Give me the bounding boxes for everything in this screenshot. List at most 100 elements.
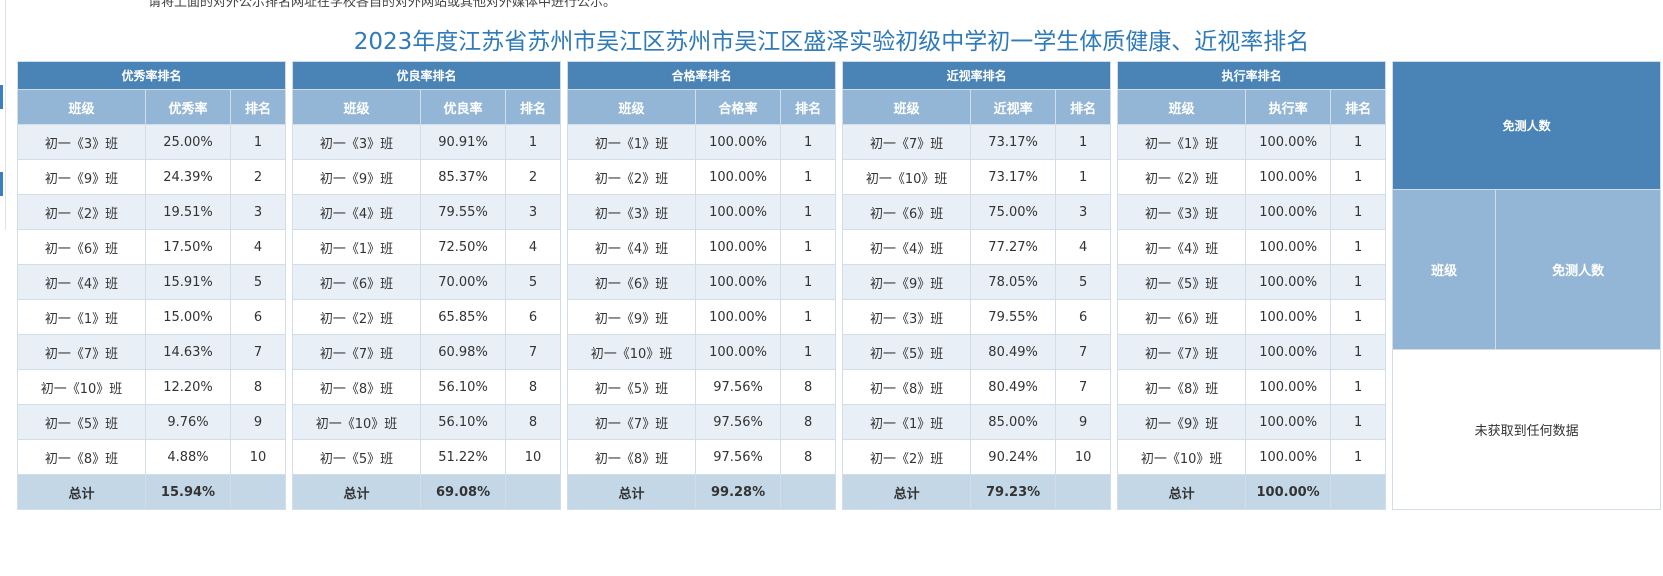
cell: 1 — [1330, 299, 1387, 335]
total-cell: 总计 — [842, 474, 972, 510]
cell: 初一《4》班 — [17, 264, 146, 300]
total-cell: 总计 — [17, 474, 146, 510]
total-cell: 总计 — [567, 474, 697, 510]
data-row: 初一《7》班 60.98% 7 — [292, 334, 562, 370]
cell: 25.00% — [145, 124, 231, 160]
cell: 7 — [229, 334, 287, 370]
title-row: 近视率排名 — [842, 61, 1112, 90]
title-row: 合格率排名 — [567, 61, 837, 90]
cell: 1 — [780, 159, 837, 195]
total-cell: 99.28% — [695, 474, 782, 510]
cell: 初一《3》班 — [842, 299, 972, 335]
cell: 1 — [1330, 439, 1387, 475]
cell: 初一《4》班 — [842, 229, 972, 265]
cell: 初一《4》班 — [1117, 229, 1247, 265]
cell: 1 — [1330, 369, 1387, 405]
cell: 1 — [505, 124, 562, 160]
column-header: 排名 — [1330, 89, 1387, 125]
cell: 79.55% — [420, 194, 507, 230]
cell: 初一《7》班 — [842, 124, 972, 160]
total-cell: 15.94% — [145, 474, 231, 510]
ranking-table: 优秀率排名 班级 优秀率 排名 初一《3》班 25.00% 1 初一《9》班 24.39% 2 初一… — [16, 61, 287, 510]
column-header: 优秀率 — [145, 89, 231, 125]
data-row: 初一《6》班 70.00% 5 — [292, 264, 562, 300]
cell: 初一《10》班 — [567, 334, 697, 370]
cell: 1 — [1330, 404, 1387, 440]
header-row: 班级 合格率 排名 — [567, 89, 837, 125]
cell: 100.00% — [1245, 299, 1332, 335]
cell: 100.00% — [695, 194, 782, 230]
cell: 初一《9》班 — [292, 159, 422, 195]
cell: 2 — [505, 159, 562, 195]
cell: 2 — [229, 159, 287, 195]
cell: 初一《9》班 — [17, 159, 146, 195]
title-row: 优良率排名 — [292, 61, 562, 90]
data-row: 初一《3》班 100.00% 1 — [567, 194, 837, 230]
cell: 100.00% — [695, 264, 782, 300]
data-row: 初一《7》班 100.00% 1 — [1117, 334, 1387, 370]
title-row: 优秀率排名 — [16, 61, 287, 90]
column-header: 近视率 — [970, 89, 1057, 125]
cell: 初一《4》班 — [292, 194, 422, 230]
cell: 73.17% — [970, 124, 1057, 160]
column-header: 优良率 — [420, 89, 507, 125]
cell: 初一《5》班 — [17, 404, 146, 440]
total-cell: 总计 — [292, 474, 422, 510]
cell: 1 — [1330, 159, 1387, 195]
cell: 100.00% — [1245, 159, 1332, 195]
tables: 优秀率排名 班级 优秀率 排名 初一《3》班 25.00% 1 初一《9》班 24.39% 2 初一… — [16, 61, 1662, 510]
cell: 1 — [780, 194, 837, 230]
cell: 初一《6》班 — [292, 264, 422, 300]
cell: 100.00% — [1245, 369, 1332, 405]
cell: 70.00% — [420, 264, 507, 300]
data-row: 初一《7》班 73.17% 1 — [842, 124, 1112, 160]
data-row: 初一《4》班 79.55% 3 — [292, 194, 562, 230]
data-row: 初一《1》班 85.00% 9 — [842, 404, 1112, 440]
data-row: 初一《6》班 100.00% 1 — [1117, 299, 1387, 335]
data-row: 初一《3》班 90.91% 1 — [292, 124, 562, 160]
cell: 初一《2》班 — [567, 159, 697, 195]
data-row: 初一《2》班 90.24% 10 — [842, 439, 1112, 475]
data-row: 初一《10》班 56.10% 8 — [292, 404, 562, 440]
data-row: 初一《10》班 12.20% 8 — [17, 369, 287, 405]
cell: 75.00% — [970, 194, 1057, 230]
cell: 1 — [780, 124, 837, 160]
data-row: 初一《8》班 56.10% 8 — [292, 369, 562, 405]
total-cell — [229, 474, 287, 510]
column-header: 执行率 — [1245, 89, 1332, 125]
cell: 初一《9》班 — [1117, 404, 1247, 440]
cell: 初一《5》班 — [567, 369, 697, 405]
data-row: 初一《9》班 100.00% 1 — [567, 299, 837, 335]
cell: 6 — [1055, 299, 1112, 335]
cell: 9.76% — [145, 404, 231, 440]
cell: 97.56% — [695, 369, 782, 405]
cell: 初一《2》班 — [842, 439, 972, 475]
total-cell — [780, 474, 837, 510]
cell: 初一《2》班 — [1117, 159, 1247, 195]
total-row: 总计 99.28% — [567, 474, 837, 510]
cell: 15.00% — [145, 299, 231, 335]
data-row: 初一《6》班 17.50% 4 — [17, 229, 287, 265]
cell: 初一《10》班 — [292, 404, 422, 440]
page-title: 2023年度江苏省苏州市吴江区苏州市吴江区盛泽实验初级中学初一学生体质健康、近视… — [353, 29, 1310, 55]
data-row: 初一《6》班 75.00% 3 — [842, 194, 1112, 230]
data-row: 初一《3》班 25.00% 1 — [17, 124, 287, 160]
cell: 7 — [1055, 369, 1112, 405]
data-row: 初一《10》班 73.17% 1 — [842, 159, 1112, 195]
cell: 1 — [780, 299, 837, 335]
cell: 初一《1》班 — [1117, 124, 1247, 160]
cell: 100.00% — [695, 159, 782, 195]
cell: 9 — [229, 404, 287, 440]
cell: 12.20% — [145, 369, 231, 405]
cell: 初一《8》班 — [567, 439, 697, 475]
cell: 80.49% — [970, 334, 1057, 370]
total-row: 总计 69.08% — [292, 474, 562, 510]
cell: 19.51% — [145, 194, 231, 230]
header-row: 班级 免测人数 — [1392, 189, 1662, 350]
cell: 90.91% — [420, 124, 507, 160]
data-row: 初一《2》班 19.51% 3 — [17, 194, 287, 230]
cell: 初一《4》班 — [567, 229, 697, 265]
data-row: 初一《3》班 79.55% 6 — [842, 299, 1112, 335]
data-row: 初一《8》班 80.49% 7 — [842, 369, 1112, 405]
empty-row: 未获取到任何数据 — [1392, 349, 1662, 510]
